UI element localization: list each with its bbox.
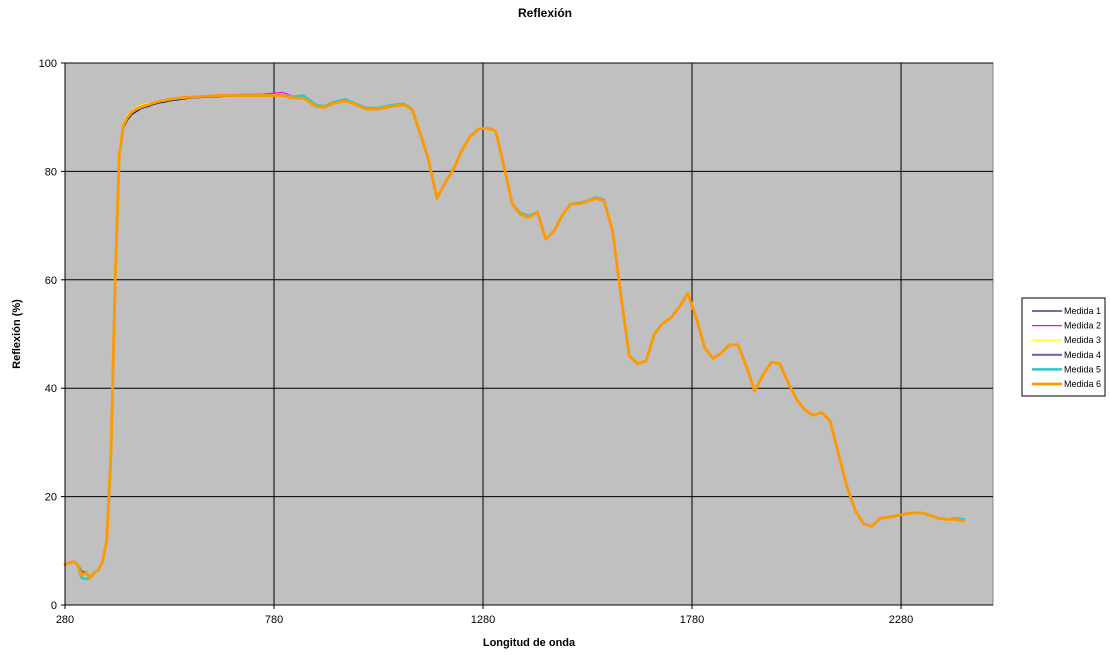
plot-area — [64, 62, 994, 606]
chart-title: Reflexión — [518, 6, 572, 20]
y-tick-label: 60 — [45, 275, 57, 287]
x-tick-label: 280 — [56, 614, 74, 626]
series-line-6 — [63, 94, 966, 580]
y-tick-label: 0 — [51, 600, 57, 612]
x-tick-label: 780 — [265, 614, 283, 626]
legend-label-4: Medida 4 — [1064, 350, 1101, 360]
x-tick-label: 1280 — [471, 614, 495, 626]
y-tick-label: 40 — [45, 383, 57, 395]
y-axis-label: Reflexión (%) — [11, 299, 23, 369]
series-lines — [63, 91, 966, 581]
x-axis-label: Longitud de onda — [483, 637, 576, 649]
x-tick-label: 2280 — [889, 614, 913, 626]
legend: Medida 1 Medida 2 Medida 3 Medida 4 Medida 5… — [1021, 297, 1106, 397]
y-tick-label: 100 — [39, 58, 57, 70]
tick-labels: 0 20 40 60 80 100 280 780 1280 1780 2280 — [39, 58, 914, 626]
y-tick-label: 80 — [45, 166, 57, 178]
legend-box — [1021, 297, 1106, 397]
legend-label-1: Medida 1 — [1064, 306, 1101, 316]
legend-label-3: Medida 3 — [1064, 335, 1101, 345]
axes — [64, 63, 993, 606]
gridlines — [65, 62, 993, 605]
legend-label-5: Medida 5 — [1064, 364, 1101, 374]
legend-label-2: Medida 2 — [1064, 321, 1101, 331]
x-tick-label: 1780 — [680, 614, 704, 626]
y-tick-label: 20 — [45, 492, 57, 504]
legend-label-6: Medida 6 — [1064, 379, 1101, 389]
